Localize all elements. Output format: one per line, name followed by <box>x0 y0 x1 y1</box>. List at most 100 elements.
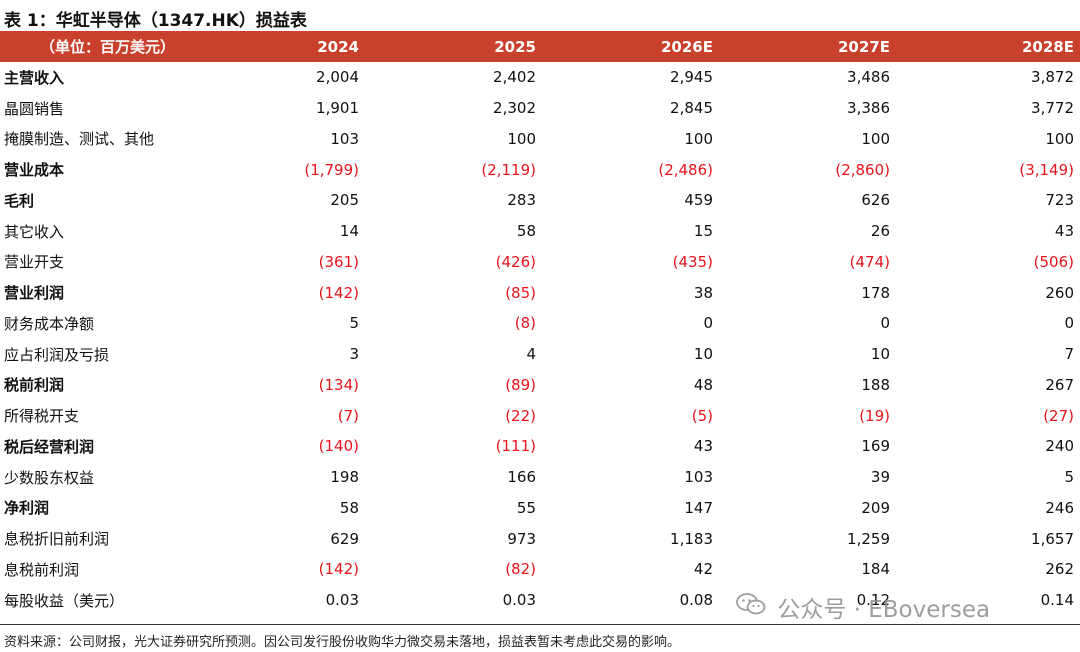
cell-value: 629 <box>330 529 359 548</box>
table-row: 毛利 205 283 459 626 723 <box>0 185 1080 216</box>
cell-value: 147 <box>684 498 713 517</box>
row-label: 营业开支 <box>4 253 65 272</box>
table-row: 其它收入 14 58 15 26 43 <box>0 216 1080 247</box>
cell-value: 1,901 <box>316 99 359 118</box>
cell-value: 205 <box>330 191 359 210</box>
table-row: 营业利润 (142) (85) 38 178 260 <box>0 277 1080 308</box>
row-label: 所得税开支 <box>4 407 80 426</box>
header-year-2028e: 2028E <box>1022 37 1074 56</box>
cell-value: (8) <box>514 314 536 333</box>
watermark: 公众号 · EBoversea <box>736 590 990 624</box>
cell-value: 1,259 <box>847 529 890 548</box>
cell-value: 169 <box>861 437 890 456</box>
cell-value: (506) <box>1033 252 1074 271</box>
cell-value: 58 <box>339 498 359 517</box>
cell-value: 267 <box>1045 375 1074 394</box>
cell-value: (5) <box>691 406 713 425</box>
row-label: 晶圆销售 <box>4 99 65 118</box>
cell-value: 58 <box>516 222 536 241</box>
cell-value: 42 <box>693 560 713 579</box>
cell-value: 55 <box>516 498 536 517</box>
cell-value: (142) <box>318 283 359 302</box>
row-label: 营业利润 <box>4 284 65 303</box>
cell-value: 26 <box>870 222 890 241</box>
cell-value: 1,657 <box>1031 529 1074 548</box>
header-year-2024: 2024 <box>317 37 359 56</box>
cell-value: (134) <box>318 375 359 394</box>
cell-value: 100 <box>684 129 713 148</box>
cell-value: (22) <box>505 406 536 425</box>
cell-value: 262 <box>1045 560 1074 579</box>
cell-value: 43 <box>693 437 713 456</box>
header-year-2027e: 2027E <box>838 37 890 56</box>
wechat-icon <box>736 592 766 622</box>
cell-value: 100 <box>507 129 536 148</box>
table-row: 营业开支 (361) (426) (435) (474) (506) <box>0 247 1080 278</box>
cell-value: 43 <box>1054 222 1074 241</box>
table-row: 少数股东权益 198 166 103 39 5 <box>0 462 1080 493</box>
cell-value: 260 <box>1045 283 1074 302</box>
row-label: 其它收入 <box>4 222 65 241</box>
row-label: 税后经营利润 <box>4 437 95 456</box>
row-label: 净利润 <box>4 499 50 518</box>
cell-value: 723 <box>1045 191 1074 210</box>
cell-value: (19) <box>859 406 890 425</box>
cell-value: 2,302 <box>493 99 536 118</box>
cell-value: (2,119) <box>481 160 536 179</box>
row-label: 掩膜制造、测试、其他 <box>4 130 155 149</box>
cell-value: (3,149) <box>1019 160 1074 179</box>
cell-value: (111) <box>495 437 536 456</box>
cell-value: 626 <box>861 191 890 210</box>
row-label: 息税折旧前利润 <box>4 530 110 549</box>
cell-value: 178 <box>861 283 890 302</box>
cell-value: 0 <box>880 314 890 333</box>
row-label: 息税前利润 <box>4 560 80 579</box>
cell-value: 198 <box>330 468 359 487</box>
cell-value: (82) <box>505 560 536 579</box>
cell-value: 3,386 <box>847 99 890 118</box>
table-bottom-rule <box>0 624 1080 625</box>
cell-value: (140) <box>318 437 359 456</box>
cell-value: 0 <box>703 314 713 333</box>
source-note: 资料来源：公司财报，光大证券研究所预测。因公司发行股份收购华力微交易未落地，损益… <box>4 635 681 650</box>
table-row: 税前利润 (134) (89) 48 188 267 <box>0 370 1080 401</box>
table-row: 净利润 58 55 147 209 246 <box>0 493 1080 524</box>
table-row: 应占利润及亏损 3 4 10 10 7 <box>0 339 1080 370</box>
cell-value: 240 <box>1045 437 1074 456</box>
cell-value: 283 <box>507 191 536 210</box>
cell-value: (1,799) <box>304 160 359 179</box>
row-label: 营业成本 <box>4 161 65 180</box>
row-label: 应占利润及亏损 <box>4 345 110 364</box>
cell-value: 7 <box>1064 345 1074 364</box>
cell-value: 3,872 <box>1031 68 1074 87</box>
row-label: 毛利 <box>4 191 35 210</box>
row-label: 每股收益（美元） <box>4 591 125 610</box>
header-unit: （单位：百万美元） <box>40 38 176 56</box>
watermark-text: 公众号 · EBoversea <box>777 597 991 623</box>
table-row: 所得税开支 (7) (22) (5) (19) (27) <box>0 400 1080 431</box>
cell-value: (7) <box>337 406 359 425</box>
cell-value: 15 <box>693 222 713 241</box>
header-year-2025: 2025 <box>494 37 536 56</box>
cell-value: 48 <box>693 375 713 394</box>
cell-value: 2,945 <box>670 68 713 87</box>
row-label: 税前利润 <box>4 376 65 395</box>
income-statement-table: （单位：百万美元） 2024 2025 2026E 2027E 2028E 主营… <box>0 31 1080 616</box>
cell-value: 10 <box>693 345 713 364</box>
cell-value: (85) <box>505 283 536 302</box>
cell-value: 38 <box>693 283 713 302</box>
cell-value: 4 <box>526 345 536 364</box>
cell-value: 3 <box>349 345 359 364</box>
table-row: 息税折旧前利润 629 973 1,183 1,259 1,657 <box>0 523 1080 554</box>
cell-value: 1,183 <box>670 529 713 548</box>
cell-value: 973 <box>507 529 536 548</box>
cell-value: 100 <box>861 129 890 148</box>
cell-value: 100 <box>1045 129 1074 148</box>
table-row: 息税前利润 (142) (82) 42 184 262 <box>0 554 1080 585</box>
table-row: 掩膜制造、测试、其他 103 100 100 100 100 <box>0 124 1080 155</box>
cell-value: 0 <box>1064 314 1074 333</box>
cell-value: 5 <box>349 314 359 333</box>
cell-value: 188 <box>861 375 890 394</box>
row-label: 主营收入 <box>4 68 65 87</box>
cell-value: 184 <box>861 560 890 579</box>
